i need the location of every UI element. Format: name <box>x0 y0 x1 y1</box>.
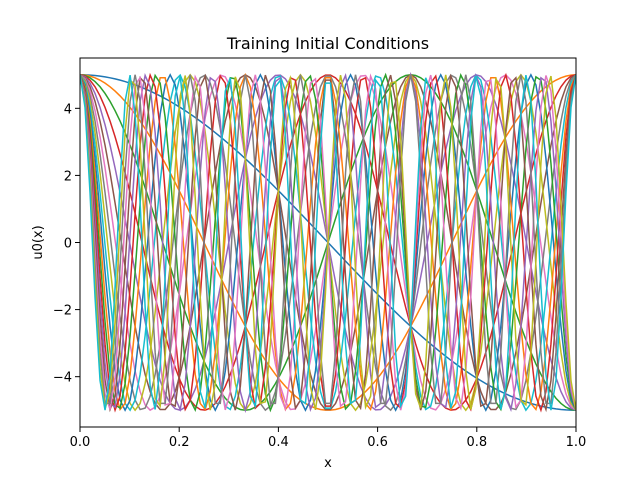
y-tick-label: 2 <box>64 169 72 184</box>
x-tick-label: 1.0 <box>566 435 587 450</box>
x-tick-label: 0.0 <box>70 435 91 450</box>
y-tick-label: −4 <box>53 371 72 386</box>
x-tick-label: 0.8 <box>466 435 487 450</box>
series-line-14 <box>80 72 576 413</box>
series-line-6 <box>80 73 576 411</box>
series-line-19 <box>80 74 576 411</box>
series-layer <box>80 71 576 414</box>
series-line-18 <box>80 74 576 405</box>
series-line-12 <box>80 72 576 412</box>
x-tick-label: 0.2 <box>169 435 190 450</box>
y-axis-label: u0(x) <box>31 225 46 259</box>
x-tick-label: 0.6 <box>367 435 388 450</box>
x-axis-label: x <box>324 456 332 471</box>
x-axis: 0.0 0.2 0.4 0.6 0.8 1.0 <box>70 427 587 450</box>
x-tick-label: 0.4 <box>268 435 289 450</box>
y-axis: −4 −2 0 2 4 <box>53 102 80 386</box>
chart-title: Training Initial Conditions <box>226 34 429 53</box>
y-tick-label: −2 <box>53 304 72 319</box>
y-tick-label: 4 <box>64 102 72 117</box>
y-tick-label: 0 <box>64 237 72 252</box>
series-line-20 <box>80 74 576 411</box>
